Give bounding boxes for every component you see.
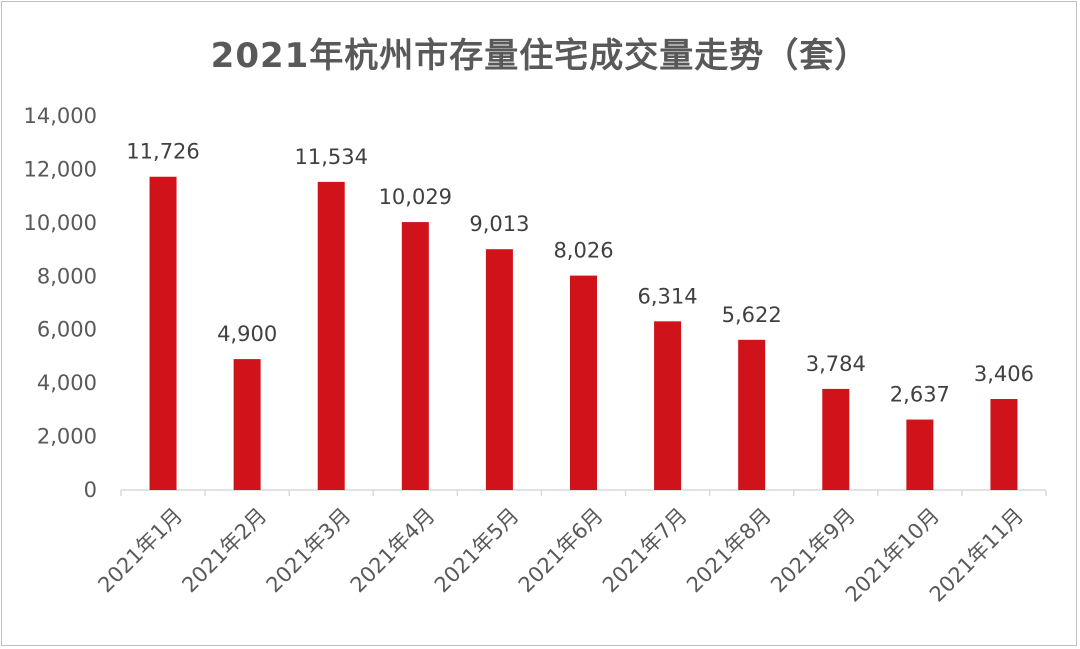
data-label: 8,026	[553, 239, 613, 263]
data-label: 6,314	[638, 284, 698, 308]
x-category-label: 2021年6月	[514, 503, 608, 597]
data-label: 4,900	[217, 322, 277, 346]
x-category-label: 2021年5月	[430, 503, 524, 597]
x-category-label: 2021年1月	[93, 503, 187, 597]
y-tick-label: 6,000	[37, 318, 97, 342]
bar	[654, 321, 682, 490]
y-tick-label: 2,000	[37, 425, 97, 449]
x-category-label: 2021年8月	[682, 503, 776, 597]
x-category-label: 2021年4月	[346, 503, 440, 597]
bar	[822, 388, 850, 490]
y-tick-label: 8,000	[37, 264, 97, 288]
data-label: 3,784	[806, 352, 866, 376]
data-label: 5,622	[722, 303, 782, 327]
x-category-label: 2021年2月	[178, 503, 272, 597]
bar	[149, 176, 177, 490]
bar	[570, 275, 597, 490]
chart-title: 2021年杭州市存量住宅成交量走势（套）	[210, 36, 870, 76]
bar	[233, 359, 261, 490]
data-label: 3,406	[974, 362, 1034, 386]
x-category-label: 2021年7月	[598, 503, 692, 597]
data-label: 10,029	[379, 185, 452, 209]
data-label: 11,534	[294, 145, 367, 169]
data-label: 2,637	[890, 383, 950, 407]
data-label: 9,013	[469, 212, 529, 236]
bar	[401, 222, 429, 490]
x-category-label: 2021年3月	[262, 503, 356, 597]
bar	[990, 399, 1018, 490]
bar	[485, 249, 513, 490]
y-tick-label: 14,000	[24, 104, 97, 128]
bar	[317, 181, 345, 490]
y-tick-label: 0	[84, 478, 97, 502]
y-tick-label: 10,000	[24, 211, 97, 235]
data-label: 11,726	[126, 140, 199, 164]
y-tick-label: 4,000	[37, 371, 97, 395]
bar	[906, 419, 934, 490]
y-tick-label: 12,000	[24, 157, 97, 181]
bar	[738, 339, 766, 490]
